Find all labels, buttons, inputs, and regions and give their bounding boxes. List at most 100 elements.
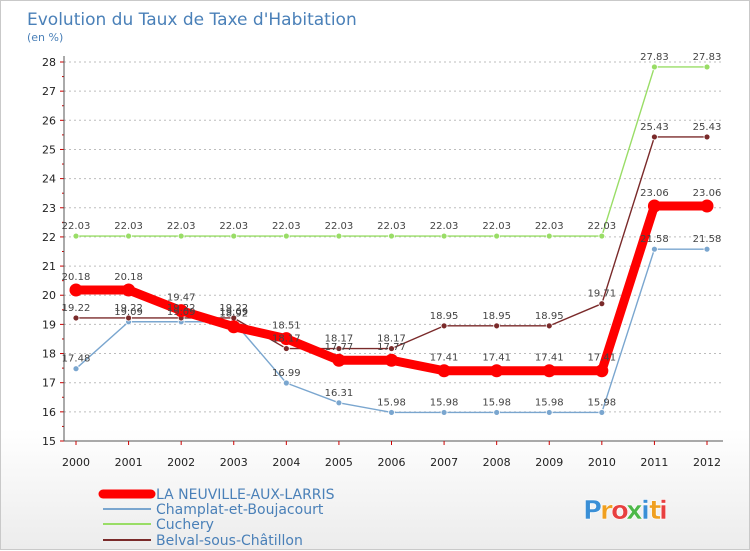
y-tick-label: 26 — [42, 114, 56, 127]
data-point — [437, 364, 451, 378]
data-label: 17.41 — [535, 353, 564, 364]
x-tick-label: 2003 — [220, 456, 248, 469]
data-point — [335, 232, 343, 240]
data-point — [177, 232, 185, 240]
data-label: 17.77 — [377, 342, 406, 353]
series-line — [75, 66, 708, 237]
data-point — [72, 314, 80, 322]
data-label: 22.03 — [430, 221, 459, 232]
legend-label: Cuchery — [156, 517, 214, 533]
data-point — [282, 379, 290, 387]
data-label: 22.03 — [535, 221, 564, 232]
x-tick-label: 2011 — [640, 456, 668, 469]
data-label: 25.43 — [693, 122, 722, 133]
logo-letter: i — [641, 496, 650, 526]
data-labels: 20.18 20.18 19.47 18.92 18.51 17.77 17.77 17.41… — [62, 52, 722, 408]
legend: LA NEUVILLE-AUX-LARRISChamplat-et-Boujac… — [98, 487, 335, 549]
data-label: 19.22 — [62, 303, 91, 314]
y-tick-label: 18 — [42, 348, 56, 361]
x-tick-label: 2000 — [62, 456, 90, 469]
y-tick-label: 16 — [42, 406, 56, 419]
x-tick-label: 2009 — [535, 456, 563, 469]
legend-label: LA NEUVILLE-AUX-LARRIS — [156, 487, 335, 503]
data-point — [385, 353, 398, 367]
data-label: 16.31 — [325, 388, 354, 399]
data-label: 18.95 — [535, 311, 564, 322]
data-label: 19.09 — [219, 307, 248, 318]
y-tick-label: 27 — [42, 85, 56, 98]
logo-letter: r — [600, 496, 613, 526]
data-point — [388, 345, 395, 352]
data-point — [227, 320, 241, 334]
logo-letter: o — [611, 496, 629, 526]
data-label: 20.18 — [114, 272, 143, 283]
data-point — [282, 232, 290, 240]
data-point — [282, 345, 290, 352]
x-tick-label: 2010 — [588, 456, 616, 469]
data-label: 19.22 — [167, 303, 196, 314]
data-point — [490, 364, 504, 378]
data-point — [545, 409, 553, 416]
data-label: 19.09 — [167, 307, 196, 318]
data-label: 18.92 — [219, 309, 248, 320]
data-point — [335, 345, 343, 352]
y-tick-label: 22 — [42, 231, 56, 244]
data-label: 23.06 — [693, 188, 722, 199]
data-label: 15.98 — [535, 397, 564, 408]
data-label: 19.22 — [219, 303, 248, 314]
data-point — [388, 232, 395, 240]
data-point — [174, 304, 188, 318]
data-point — [440, 232, 448, 240]
data-label: 15.98 — [377, 397, 406, 408]
data-label: 15.98 — [430, 397, 459, 408]
data-point — [647, 199, 661, 213]
data-point — [598, 300, 606, 308]
data-point — [493, 322, 501, 330]
data-label: 21.58 — [693, 234, 722, 245]
axes: 15 16 17 18 19 20 21 22 23 24 25 26 27 28 2000 2001 2002… — [42, 56, 723, 469]
series-group — [69, 63, 714, 416]
logo-letter: x — [626, 496, 643, 526]
data-label: 15.98 — [482, 397, 511, 408]
logo-letter: i — [659, 496, 668, 526]
data-label: 20.18 — [62, 272, 91, 283]
data-label: 23.06 — [640, 188, 669, 199]
y-tick-label: 28 — [42, 56, 56, 69]
data-label: 22.03 — [377, 221, 406, 232]
data-label: 18.17 — [377, 334, 406, 345]
data-point — [125, 314, 132, 322]
data-label: 22.03 — [272, 221, 301, 232]
x-tick-label: 2001 — [115, 456, 143, 469]
data-point — [440, 322, 448, 330]
y-tick-label: 24 — [42, 173, 56, 186]
data-label: 17.48 — [62, 354, 91, 365]
data-label: 19.09 — [114, 307, 143, 318]
data-label: 18.51 — [272, 321, 301, 332]
data-label: 22.03 — [588, 221, 617, 232]
y-tick-label: 23 — [42, 202, 56, 215]
legend-label: Champlat-et-Boujacourt — [156, 502, 324, 518]
y-tick-label: 19 — [42, 318, 56, 331]
data-label: 22.03 — [167, 221, 196, 232]
x-tick-label: 2007 — [430, 456, 458, 469]
data-point — [125, 232, 132, 240]
data-point — [598, 232, 606, 240]
data-point — [230, 232, 238, 240]
data-point — [598, 409, 606, 416]
data-point — [388, 409, 395, 416]
data-label: 19.47 — [167, 293, 196, 304]
data-point — [703, 133, 711, 141]
data-label: 19.22 — [114, 303, 143, 314]
y-tick-label: 17 — [42, 377, 56, 390]
y-tick-label: 21 — [42, 260, 56, 273]
data-label: 19.71 — [588, 289, 617, 300]
y-tick-label: 20 — [42, 289, 56, 302]
data-point — [703, 63, 711, 71]
x-tick-label: 2006 — [378, 456, 406, 469]
data-point — [493, 232, 501, 240]
data-label: 21.58 — [640, 234, 669, 245]
data-label: 17.41 — [430, 353, 459, 364]
data-label: 17.77 — [325, 342, 354, 353]
